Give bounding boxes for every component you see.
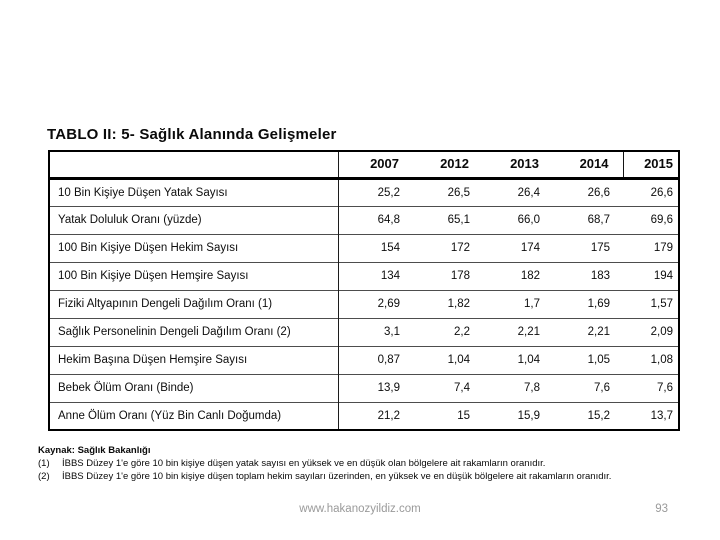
year-header-2007: 2007 — [338, 151, 413, 180]
cell-value: 2,21 — [553, 317, 623, 346]
cell-value: 26,5 — [447, 186, 470, 199]
cell-value: 13,9 — [338, 373, 413, 402]
table-row: Anne Ölüm Oranı (Yüz Bin Canlı Doğumda) 2… — [49, 401, 679, 430]
cell-value: 7,6 — [623, 373, 679, 402]
table-row: 100 Bin Kişiye Düşen Hemşire Sayısı 134 17… — [49, 261, 679, 290]
footnote-text: İBBS Düzey 1'e göre 10 bin kişiye düşen … — [62, 471, 612, 482]
page-number: 93 — [655, 503, 668, 515]
cell-value: 2,21 — [483, 317, 553, 346]
table-row: Fiziki Altyapının Dengeli Dağılım Oranı … — [49, 289, 679, 318]
footnote-text: İBBS Düzey 1'e göre 10 bin kişiye düşen … — [62, 458, 546, 469]
cell-value: 15,9 — [483, 401, 553, 430]
table-header-row: 2007 2012 2013 2014 2015 — [49, 151, 679, 180]
cell-value: 7,6 — [553, 373, 623, 402]
cell-value: 66,0 — [483, 205, 553, 234]
row-label: 100 Bin Kişiye Düşen Hekim Sayısı — [49, 233, 339, 262]
cell-value: 174 — [483, 233, 553, 262]
year-header-2012: 2012 — [413, 151, 483, 180]
cell-value: 1,04 — [413, 345, 483, 374]
health-indicators-table: 2007 2012 2013 2014 2015 10 Bin Kişiye Düşen… — [48, 150, 680, 431]
table-row: Sağlık Personelinin Dengeli Dağılım Oran… — [49, 317, 679, 346]
year-header-2015: 2015 — [622, 151, 679, 180]
cell-value: 2,2 — [413, 317, 483, 346]
row-label: Fiziki Altyapının Dengeli Dağılım Oranı … — [49, 289, 339, 318]
cell-value: 1,57 — [623, 289, 679, 318]
footnote-number: (1) — [38, 458, 50, 469]
cell-value: 26,6 — [587, 186, 610, 199]
cell-value: 1,69 — [553, 289, 623, 318]
cell-value: 1,08 — [623, 345, 679, 374]
cell-value: 0,87 — [338, 345, 413, 374]
cell-value: 172 — [413, 233, 483, 262]
cell-value: 178 — [413, 261, 483, 290]
cell-value: 26,4 — [517, 186, 540, 199]
cell-value: 134 — [338, 261, 413, 290]
cell-value: 69,6 — [623, 205, 679, 234]
table-row: Bebek Ölüm Oranı (Binde) 13,9 7,4 7,8 7,6 7,6 — [49, 373, 679, 402]
footnote-number: (2) — [38, 471, 50, 482]
year-header-2014: 2014 — [553, 151, 623, 180]
cell-value: 1,04 — [483, 345, 553, 374]
cell-value: 3,1 — [338, 317, 413, 346]
row-label: Sağlık Personelinin Dengeli Dağılım Oran… — [49, 317, 339, 346]
cell-value: 15 — [413, 401, 483, 430]
cell-value: 25,2 — [377, 186, 400, 199]
cell-value: 13,7 — [623, 401, 679, 430]
row-label: 100 Bin Kişiye Düşen Hemşire Sayısı — [49, 261, 339, 290]
cell-value: 65,1 — [413, 205, 483, 234]
cell-value: 183 — [553, 261, 623, 290]
cell-value: 7,4 — [413, 373, 483, 402]
cell-value: 26,6 — [650, 186, 673, 199]
cell-value: 1,7 — [483, 289, 553, 318]
cell-value: 1,82 — [413, 289, 483, 318]
table-row: Hekim Başına Düşen Hemşire Sayısı 0,87 1,0… — [49, 345, 679, 374]
row-label: 10 Bin Kişiye Düşen Yatak Sayısı — [49, 178, 339, 206]
cell-value: 179 — [623, 233, 679, 262]
cell-value: 194 — [623, 261, 679, 290]
cell-value: 64,8 — [338, 205, 413, 234]
cell-value: 7,8 — [483, 373, 553, 402]
row-label: Bebek Ölüm Oranı (Binde) — [49, 373, 339, 402]
cell-value: 182 — [483, 261, 553, 290]
cell-value: 2,69 — [338, 289, 413, 318]
table-row: 100 Bin Kişiye Düşen Hekim Sayısı 154 172 1… — [49, 233, 679, 262]
row-label: Hekim Başına Düşen Hemşire Sayısı — [49, 345, 339, 374]
cell-value: 21,2 — [338, 401, 413, 430]
row-label: Anne Ölüm Oranı (Yüz Bin Canlı Doğumda) — [49, 401, 339, 430]
footer-website-link[interactable]: www.hakanozyildiz.com — [299, 503, 421, 515]
footnote-line: (2) İBBS Düzey 1'e göre 10 bin kişiye düş… — [38, 470, 698, 483]
page-title: TABLO II: 5- Sağlık Alanında Gelişmeler — [47, 126, 337, 143]
cell-value: 1,05 — [553, 345, 623, 374]
year-header-2013: 2013 — [483, 151, 553, 180]
footnotes-block: Kaynak: Sağlık Bakanlığı (1) İBBS Düzey 1… — [38, 445, 698, 483]
cell-value: 175 — [553, 233, 623, 262]
source-line: Kaynak: Sağlık Bakanlığı — [38, 445, 151, 456]
table-row: Yatak Doluluk Oranı (yüzde) 64,8 65,1 66,0 6… — [49, 205, 679, 234]
row-label: Yatak Doluluk Oranı (yüzde) — [49, 205, 339, 234]
label-column-header — [49, 151, 339, 180]
cell-value: 15,2 — [553, 401, 623, 430]
cell-value: 2,09 — [623, 317, 679, 346]
footnote-line: (1) İBBS Düzey 1'e göre 10 bin kişiye düş… — [38, 457, 698, 470]
cell-value: 68,7 — [553, 205, 623, 234]
cell-value: 154 — [338, 233, 413, 262]
table-row: 10 Bin Kişiye Düşen Yatak Sayısı 25,2 26,5… — [49, 178, 679, 206]
